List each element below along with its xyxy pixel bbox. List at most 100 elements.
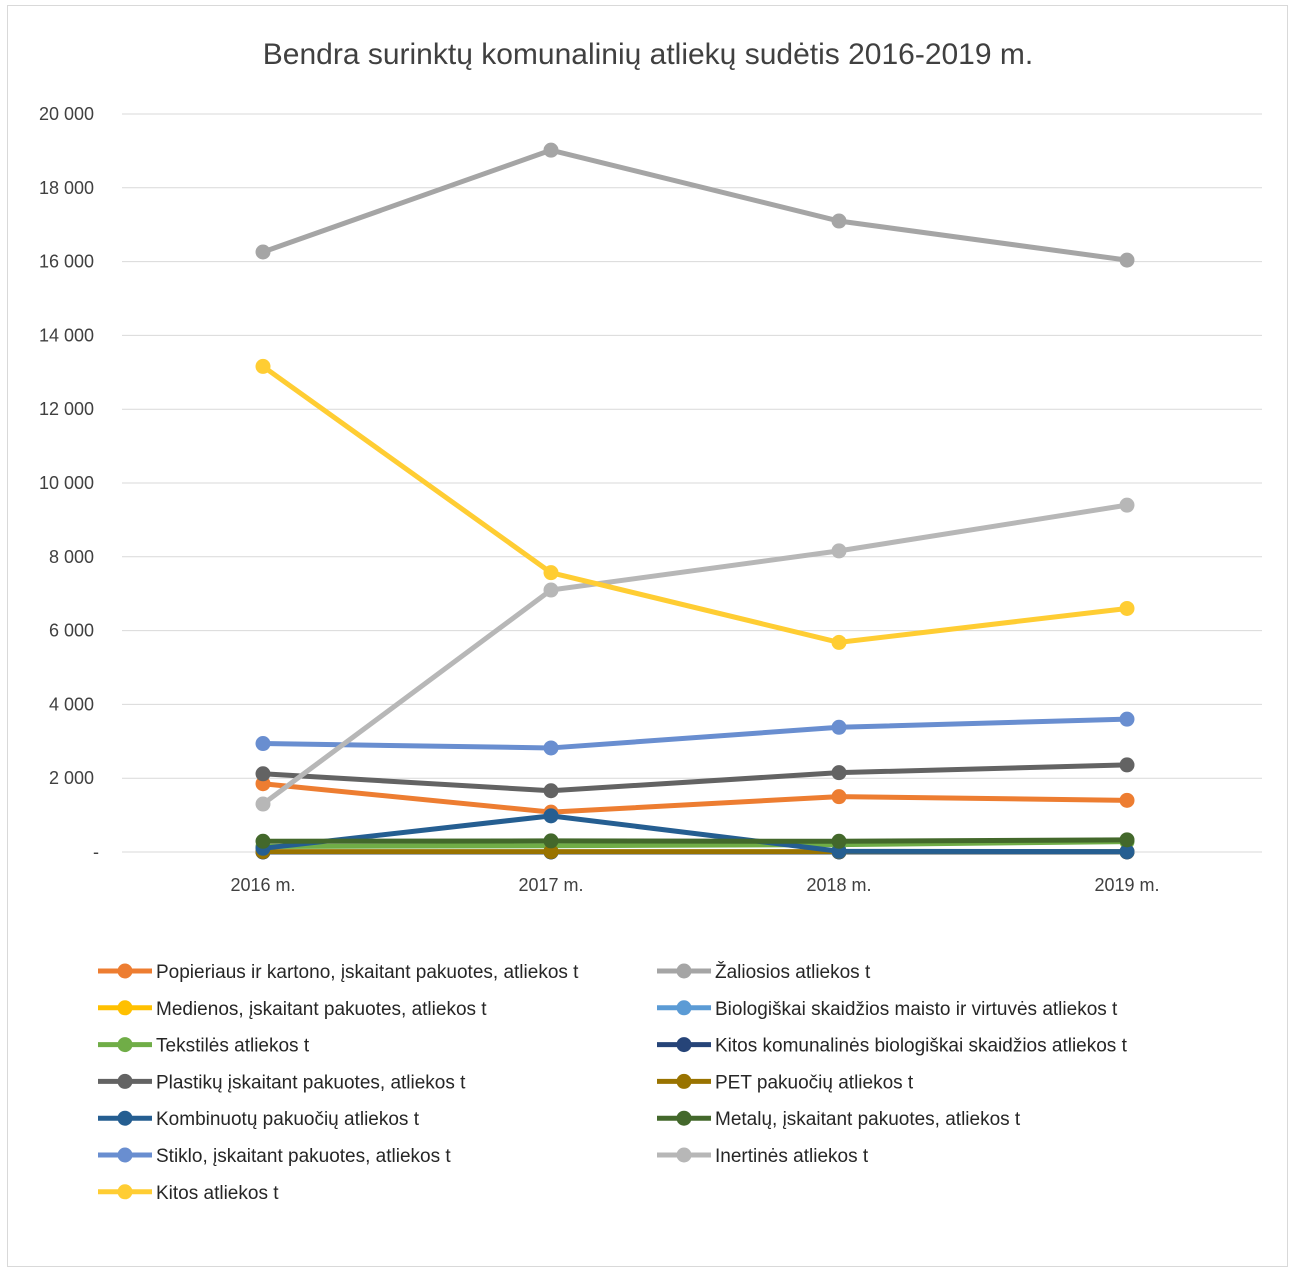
legend-swatch-marker [676, 1037, 692, 1053]
data-point [1119, 600, 1135, 616]
legend-item: Plastikų įskaitant pakuotes, atliekos t [98, 1072, 466, 1093]
data-point [831, 213, 847, 229]
data-point [1119, 252, 1135, 268]
series-line [260, 502, 1130, 807]
data-point [831, 634, 847, 650]
data-point [255, 833, 271, 849]
legend-item: Biologiškai skaidžios maisto ir virtuvės… [657, 999, 1118, 1020]
legend-label: Tekstilės atliekos t [156, 1036, 310, 1057]
legend-item: Kitos komunalinės biologiškai skaidžios … [657, 1036, 1128, 1057]
data-point [543, 808, 559, 824]
data-point [255, 244, 271, 260]
y-tick-label: 6 000 [49, 621, 94, 641]
series-group [255, 358, 1135, 650]
legend-swatch-marker [117, 1184, 133, 1200]
series-layer [255, 142, 1135, 860]
y-tick-label: 8 000 [49, 547, 94, 567]
legend-label: Kitos atliekos t [156, 1183, 279, 1204]
series-group [255, 832, 1135, 849]
data-point [1119, 844, 1135, 860]
series-group [255, 711, 1135, 756]
data-point [255, 796, 271, 812]
legend-label: Metalų, įskaitant pakuotes, atliekos t [715, 1109, 1021, 1130]
legend-swatch-marker [676, 963, 692, 979]
series-group [255, 757, 1135, 799]
legend-swatch-marker [117, 1147, 133, 1163]
grid-layer [122, 113, 1262, 853]
data-point [255, 358, 271, 374]
y-tick-label: - [93, 842, 99, 862]
data-point [831, 765, 847, 781]
legend-item: Medienos, įskaitant pakuotes, atliekos t [98, 999, 487, 1020]
legend-label: Biologiškai skaidžios maisto ir virtuvės… [715, 999, 1118, 1020]
data-point [831, 789, 847, 805]
series-line [260, 363, 1130, 645]
series-group [255, 497, 1135, 812]
data-point [543, 582, 559, 598]
data-point [831, 719, 847, 735]
series-line [260, 762, 1130, 794]
legend-label: Kitos komunalinės biologiškai skaidžios … [715, 1036, 1128, 1057]
x-tick-label: 2018 m. [806, 875, 871, 895]
data-point [1119, 792, 1135, 808]
y-tick-label: 12 000 [39, 399, 94, 419]
legend-item: Metalų, įskaitant pakuotes, atliekos t [657, 1109, 1021, 1130]
data-point [543, 565, 559, 581]
legend: Popieriaus ir kartono, įskaitant pakuote… [98, 961, 1128, 1204]
legend-swatch-marker [117, 1073, 133, 1089]
legend-swatch-marker [117, 1110, 133, 1126]
legend-swatch-marker [676, 1110, 692, 1126]
data-point [543, 833, 559, 849]
legend-swatch-marker [676, 1000, 692, 1016]
data-point [543, 844, 559, 860]
data-point [1119, 497, 1135, 513]
x-tick-label: 2016 m. [230, 875, 295, 895]
legend-item: Popieriaus ir kartono, įskaitant pakuote… [98, 962, 579, 983]
data-point [831, 543, 847, 559]
y-tick-label: 16 000 [39, 252, 94, 272]
legend-swatch-marker [676, 1073, 692, 1089]
data-point [255, 736, 271, 752]
y-tick-label: 20 000 [39, 104, 94, 124]
legend-label: Inertinės atliekos t [715, 1146, 869, 1167]
y-tick-label: 18 000 [39, 178, 94, 198]
x-tick-label: 2019 m. [1094, 875, 1159, 895]
legend-label: Plastikų įskaitant pakuotes, atliekos t [156, 1072, 466, 1093]
legend-swatch-marker [117, 1000, 133, 1016]
legend-item: Tekstilės atliekos t [98, 1036, 310, 1057]
legend-item: Kitos atliekos t [98, 1183, 279, 1204]
legend-swatch-marker [676, 1147, 692, 1163]
legend-label: Žaliosios atliekos t [715, 961, 871, 983]
data-point [1119, 711, 1135, 727]
x-tick-label: 2017 m. [518, 875, 583, 895]
legend-label: Popieriaus ir kartono, įskaitant pakuote… [156, 962, 579, 983]
series-line [260, 716, 1130, 751]
chart-title: Bendra surinktų komunalinių atliekų sudė… [263, 38, 1033, 71]
legend-label: Stiklo, įskaitant pakuotes, atliekos t [156, 1146, 451, 1167]
legend-item: Kombinuotų pakuočių atliekos t [98, 1109, 420, 1130]
series-group [255, 142, 1135, 268]
legend-label: Kombinuotų pakuočių atliekos t [156, 1109, 420, 1130]
data-point [543, 783, 559, 799]
data-point [255, 766, 271, 782]
legend-item: Žaliosios atliekos t [657, 961, 871, 983]
data-point [831, 833, 847, 849]
data-point [1119, 757, 1135, 773]
legend-item: Stiklo, įskaitant pakuotes, atliekos t [98, 1146, 451, 1167]
series-line [260, 813, 1130, 855]
y-tick-label: 4 000 [49, 694, 94, 714]
data-point [543, 142, 559, 158]
series-line [260, 147, 1130, 263]
y-axis-ticks: - 2 000 4 000 6 000 8 000 10 000 12 000 14 000 1… [39, 104, 99, 862]
chart-frame [7, 5, 1288, 1267]
y-tick-label: 2 000 [49, 768, 94, 788]
legend-swatch-marker [117, 1037, 133, 1053]
series-line [260, 781, 1130, 815]
y-tick-label: 10 000 [39, 473, 94, 493]
legend-item: PET pakuočių atliekos t [657, 1072, 914, 1093]
x-axis-ticks: 2016 m. 2017 m. 2018 m. 2019 m. [230, 875, 1159, 895]
legend-item: Inertinės atliekos t [657, 1146, 869, 1167]
legend-swatch-marker [117, 963, 133, 979]
data-point [543, 740, 559, 756]
